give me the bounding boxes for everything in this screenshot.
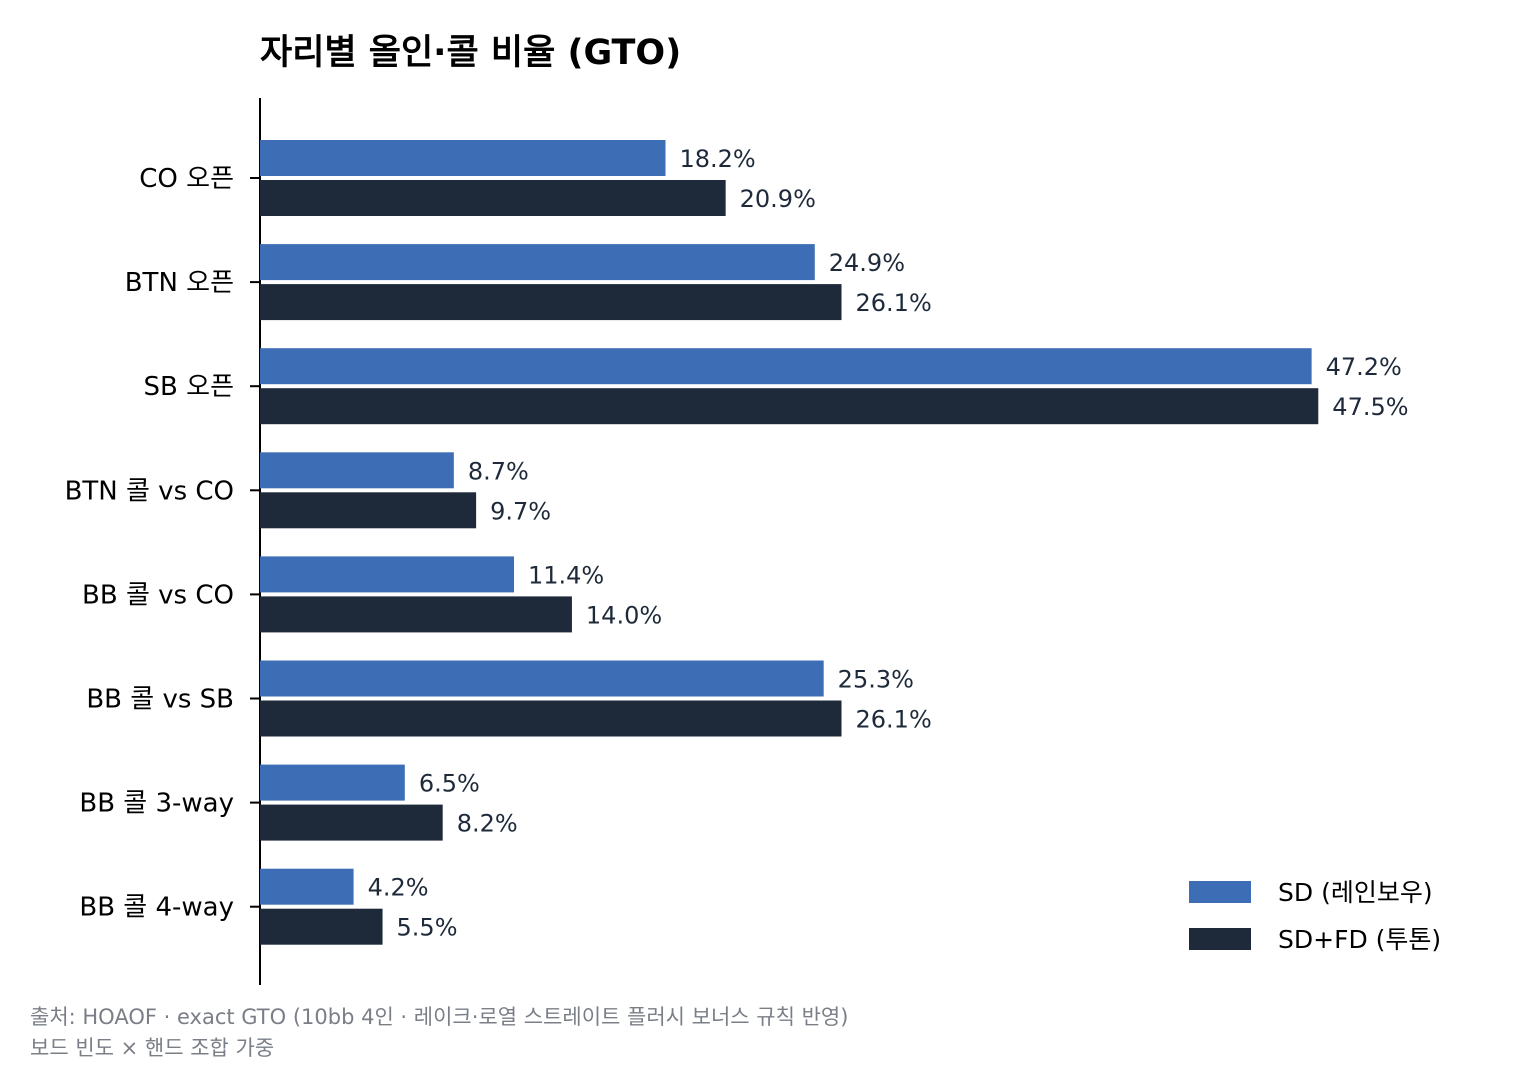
legend: SD (레인보우) SD+FD (투톤) <box>1189 878 1441 954</box>
bar-sd-fd <box>260 492 477 529</box>
data-label: 14.0% <box>586 601 662 629</box>
source-note-line-2: 보드 빈도 × 핸드 조합 가중 <box>30 1036 274 1060</box>
y-tick-label: BB 콜 3-way <box>79 789 234 819</box>
bar-sd <box>260 244 815 281</box>
bar-sd <box>260 764 405 801</box>
chart-title: 자리별 올인·콜 비율 (GTO) <box>260 33 681 73</box>
data-label: 20.9% <box>740 185 816 213</box>
data-label: 4.2% <box>368 874 429 902</box>
data-label: 8.7% <box>468 457 529 485</box>
data-label: 26.1% <box>856 706 932 734</box>
y-tick-label: BB 콜 4-way <box>79 893 234 923</box>
labels-layer: CO 오픈 18.2% 20.9% BTN 오픈 24.9% 26.1% SB 오픈 47.2… <box>65 145 1409 942</box>
data-label: 47.2% <box>1326 353 1402 381</box>
bar-sd <box>260 348 1312 385</box>
data-label: 6.5% <box>419 770 480 798</box>
legend-swatch <box>1189 928 1251 950</box>
y-tick-label: SB 오픈 <box>144 372 234 402</box>
source-note-line-1: 출처: HOAOF · exact GTO (10bb 4인 · 레이크·로열 … <box>30 1005 848 1029</box>
y-tick-label: BTN 오픈 <box>125 268 234 298</box>
data-label: 5.5% <box>397 914 458 942</box>
y-tick-label: CO 오픈 <box>139 164 234 194</box>
bar-sd <box>260 556 514 593</box>
legend-label: SD (레인보우) <box>1278 878 1433 907</box>
bar-sd-fd <box>260 596 572 633</box>
bar-sd <box>260 660 824 697</box>
data-label: 11.4% <box>528 561 604 589</box>
bar-sd-fd <box>260 804 443 841</box>
bar-sd <box>260 140 666 176</box>
bar-sd-fd <box>260 908 383 945</box>
bars-layer <box>260 140 1319 945</box>
data-label: 18.2% <box>679 145 755 173</box>
data-label: 8.2% <box>457 810 518 838</box>
y-tick-label: BB 콜 vs SB <box>86 685 234 715</box>
y-tick-label: BB 콜 vs CO <box>82 580 234 610</box>
bar-sd <box>260 868 354 905</box>
legend-swatch <box>1189 881 1251 903</box>
data-label: 25.3% <box>838 666 914 694</box>
data-label: 9.7% <box>490 497 551 525</box>
bar-sd <box>260 452 454 489</box>
bar-sd-fd <box>260 284 842 321</box>
data-label: 26.1% <box>856 289 932 317</box>
y-tick-label: BTN 콜 vs CO <box>65 476 234 506</box>
data-label: 24.9% <box>829 249 905 277</box>
data-label: 47.5% <box>1332 393 1408 421</box>
bar-sd-fd <box>260 700 842 737</box>
bar-sd-fd <box>260 388 1319 425</box>
bar-sd-fd <box>260 180 726 216</box>
legend-label: SD+FD (투톤) <box>1278 925 1441 954</box>
